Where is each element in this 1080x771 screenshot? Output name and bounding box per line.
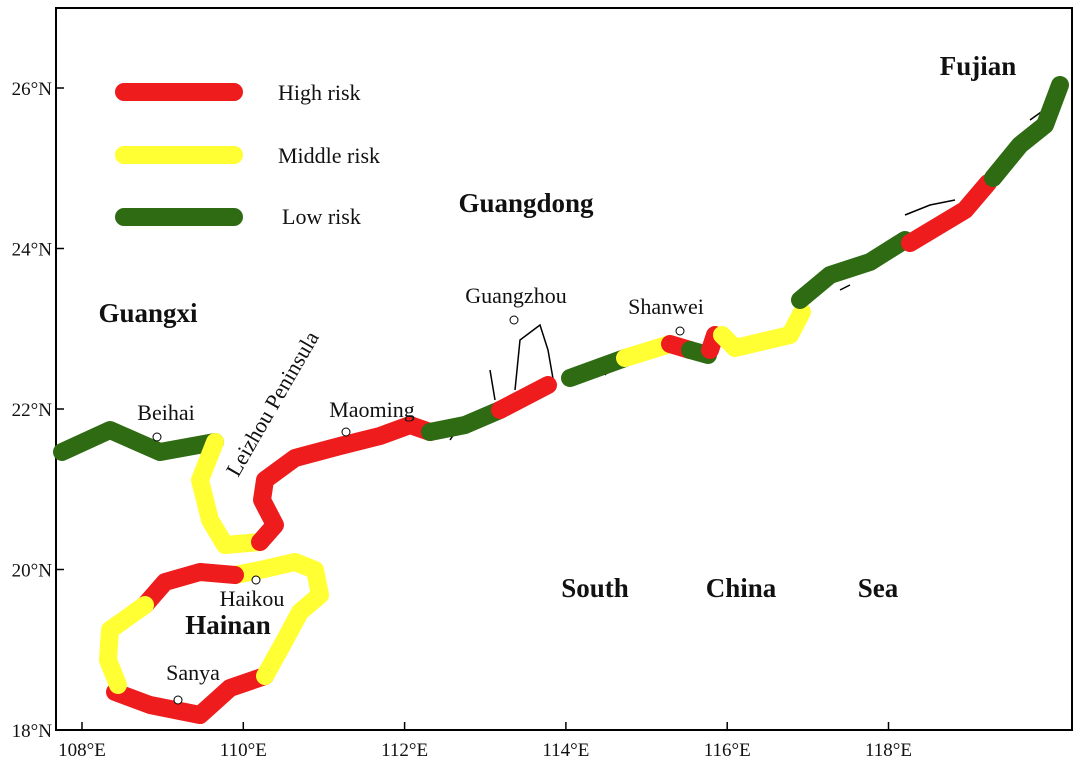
sea-label: South	[561, 573, 629, 603]
middle-risk-coast	[226, 553, 329, 685]
high-risk-coast	[901, 174, 997, 252]
x-tick-label: 116°E	[704, 740, 751, 761]
region-label: Hainan	[185, 610, 271, 640]
y-tick-label: 26°N	[12, 79, 53, 100]
risk-segments	[53, 76, 1069, 724]
middle-risk-coast	[99, 596, 154, 694]
low-risk-coast	[561, 349, 634, 387]
city-markers	[152, 315, 685, 705]
city-label: Maoming	[329, 397, 415, 422]
middle-risk-coast	[713, 303, 811, 357]
y-tick-label: 22°N	[12, 400, 53, 421]
legend: High risk Middle risk Low risk	[115, 80, 380, 229]
x-tick-label: 110°E	[220, 740, 267, 761]
low-risk-coast	[421, 401, 509, 441]
high-risk-coast	[136, 563, 244, 614]
y-tick-label: 20°N	[12, 561, 53, 582]
sea-label: Sea	[858, 573, 899, 603]
sea-label: China	[706, 573, 777, 603]
high-risk-coast	[491, 376, 557, 419]
x-tick-label: 108°E	[58, 740, 106, 761]
city-label: Beihai	[137, 400, 194, 425]
x-tick-label: 112°E	[381, 740, 428, 761]
low-risk-coast	[984, 76, 1069, 187]
region-label: Guangdong	[458, 188, 594, 218]
city-label: Shanwei	[628, 294, 704, 319]
y-tick-label: 24°N	[12, 240, 53, 261]
high-risk-coast	[106, 667, 274, 724]
x-tick-label: 118°E	[865, 740, 912, 761]
legend-label: Low risk	[282, 204, 361, 229]
region-label: Fujian	[940, 51, 1017, 81]
low-risk-coast	[791, 231, 914, 309]
region-label: Guangxi	[98, 298, 198, 328]
legend-label: Middle risk	[278, 143, 380, 168]
legend-label: High risk	[278, 80, 361, 105]
map-frame	[55, 7, 1073, 731]
city-label: Sanya	[166, 660, 220, 685]
city-label: Haikou	[220, 586, 285, 611]
city-label: Guangzhou	[465, 283, 566, 308]
y-tick-label: 18°N	[12, 721, 53, 742]
high-risk-coast	[251, 416, 439, 551]
middle-risk-coast	[191, 433, 269, 554]
x-tick-label: 114°E	[542, 740, 589, 761]
low-risk-coast	[53, 421, 224, 461]
